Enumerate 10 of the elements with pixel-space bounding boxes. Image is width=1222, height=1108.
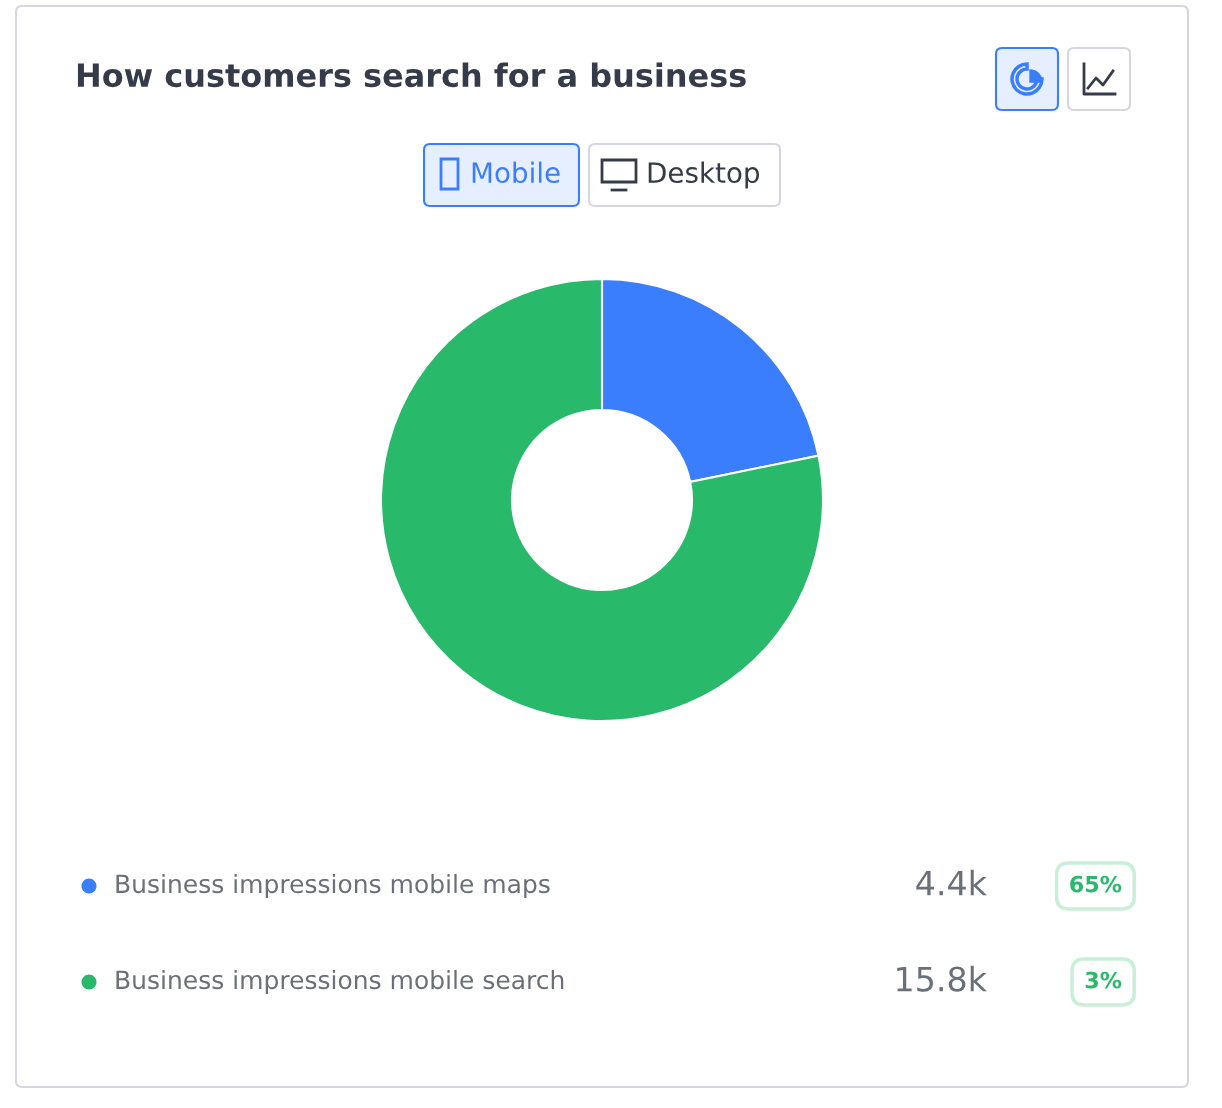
data-label: 4.4k	[916, 869, 987, 896]
text: 65%	[1070, 875, 1122, 893]
text: 3%	[1085, 971, 1122, 989]
text: Desktop	[648, 161, 760, 189]
donut-slice	[379, 277, 825, 723]
data-label: 15.8k	[897, 965, 987, 992]
text: Mobile	[472, 161, 560, 184]
legend-label: Business impressions mobile search	[116, 969, 564, 995]
legend-label: Business impressions mobile maps	[116, 873, 550, 899]
chart-title: How customers search for a business	[77, 62, 746, 88]
